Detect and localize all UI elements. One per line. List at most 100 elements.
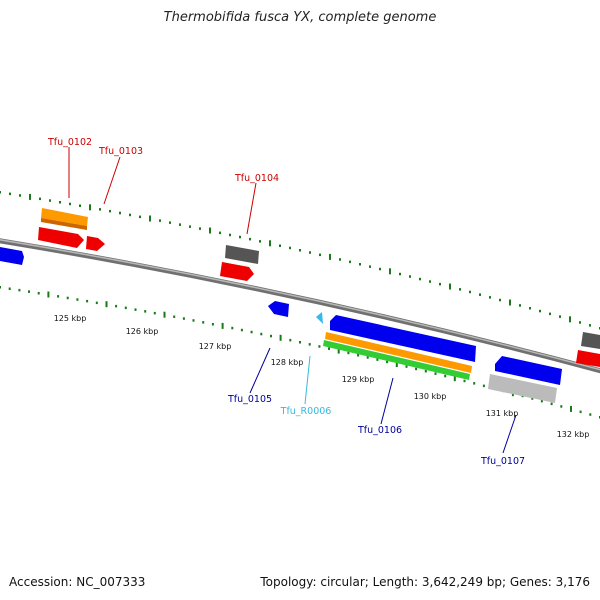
minor-tick (173, 315, 176, 318)
minor-tick (540, 399, 543, 403)
gene-arrow-blue-tfu0105[interactable] (268, 301, 289, 317)
minor-tick (531, 397, 534, 400)
minor-tick (129, 213, 131, 217)
gene-label-tfu0104[interactable]: Tfu_0104 (234, 173, 279, 184)
gene-labels: Tfu_0102 Tfu_0103 Tfu_0104 Tfu_0105 Tfu_… (47, 137, 525, 467)
minor-tick (529, 307, 531, 310)
minor-tick (124, 306, 127, 310)
major-tick (209, 227, 211, 234)
gene-arrow-gray-tfu0104[interactable] (225, 245, 259, 264)
minor-tick (539, 309, 541, 313)
gene-arrow-orange-tfu0106[interactable] (325, 332, 472, 373)
minor-tick (0, 191, 1, 194)
gene-label-tfu0102[interactable]: Tfu_0102 (47, 137, 92, 148)
minor-tick (369, 265, 371, 268)
minor-tick (439, 282, 441, 286)
minor-tick (549, 312, 551, 316)
gene-features[interactable] (0, 208, 600, 403)
scale-label: 130 kbp (414, 392, 447, 401)
scale-label: 125 kbp (54, 314, 87, 323)
major-tick (221, 322, 224, 329)
gene-arrow-lightgray-tfu0107[interactable] (488, 374, 557, 403)
label-leader-lines (68, 147, 517, 454)
scale-label: 132 kbp (557, 430, 590, 439)
minor-tick (318, 345, 321, 348)
gene-arrow-red-tfu0103[interactable] (86, 236, 105, 251)
gene-arrow-blue-tfu0107[interactable] (495, 356, 562, 385)
gene-arrow-blue-left-edge[interactable] (0, 247, 24, 265)
minor-tick (376, 358, 379, 361)
minor-tick (219, 231, 221, 235)
minor-tick (95, 301, 98, 305)
minor-tick (49, 199, 51, 202)
minor-tick (18, 288, 21, 292)
gene-arrow-orange-tfu0102-b[interactable] (41, 218, 87, 230)
major-tick (279, 334, 282, 341)
gene-arrow-gray-right-edge[interactable] (581, 332, 600, 349)
minor-tick (57, 295, 60, 298)
minor-tick (550, 402, 553, 406)
minor-tick (579, 321, 581, 324)
minor-tick (239, 235, 241, 239)
minor-tick (86, 299, 89, 303)
minor-tick (309, 251, 311, 254)
major-tick (453, 375, 456, 382)
major-tick (47, 291, 50, 298)
minor-tick (199, 227, 201, 230)
minor-tick (319, 253, 321, 257)
minor-tick (270, 334, 272, 338)
gene-label-tfu-r0006[interactable]: Tfu_R0006 (280, 406, 332, 417)
scale-label: 127 kbp (199, 342, 232, 351)
minor-tick (229, 233, 231, 237)
gene-label-tfu0105[interactable]: Tfu_0105 (227, 394, 272, 405)
gene-label-tfu0107[interactable]: Tfu_0107 (480, 456, 525, 467)
gene-arrow-red-tfu0102[interactable] (38, 227, 84, 248)
minor-tick (386, 360, 389, 364)
minor-tick (69, 202, 71, 206)
major-tick (89, 204, 91, 211)
minor-tick (379, 267, 381, 271)
minor-tick (66, 296, 69, 300)
minor-tick (339, 258, 341, 261)
minor-tick (589, 413, 592, 416)
gene-arrow-blue-tfu0106[interactable] (330, 315, 476, 362)
minor-tick (489, 296, 491, 299)
minor-tick (231, 326, 234, 330)
gene-arrow-red-tfu0104[interactable] (220, 262, 254, 281)
minor-tick (405, 365, 408, 368)
minor-tick (463, 379, 466, 383)
gene-label-tfu0103[interactable]: Tfu_0103 (98, 146, 143, 157)
major-tick (149, 215, 151, 222)
scale-label: 131 kbp (486, 409, 519, 418)
minor-tick (144, 310, 147, 313)
outer-tick-track (0, 191, 600, 330)
major-tick (329, 253, 331, 260)
minor-tick (153, 311, 156, 315)
gene-arrow-red-right-edge[interactable] (576, 350, 600, 367)
minor-tick (28, 290, 30, 293)
minor-tick (59, 201, 61, 204)
gene-arrow-green-tfu0106[interactable] (323, 340, 470, 380)
scale-label: 126 kbp (126, 327, 159, 336)
scale-label: 128 kbp (271, 358, 304, 367)
minor-tick (99, 208, 101, 211)
gene-arrow-orange-tfu0102-a[interactable] (41, 208, 88, 226)
map-title: Thermobifida fusca YX, complete genome (163, 10, 437, 25)
minor-tick (459, 288, 461, 291)
minor-tick (159, 219, 161, 222)
major-tick (337, 347, 340, 354)
inner-tick-track (0, 286, 600, 419)
minor-tick (289, 246, 291, 250)
minor-tick (139, 215, 141, 219)
minor-tick (279, 244, 281, 247)
gene-arrow-cyan-tfu-r0006[interactable] (316, 312, 323, 324)
minor-tick (589, 324, 591, 327)
gene-label-tfu0106[interactable]: Tfu_0106 (357, 425, 402, 436)
minor-tick (202, 321, 205, 324)
minor-tick (560, 405, 563, 408)
minor-tick (424, 370, 427, 373)
minor-tick (399, 272, 401, 276)
minor-tick (429, 280, 431, 283)
minor-tick (434, 372, 437, 375)
